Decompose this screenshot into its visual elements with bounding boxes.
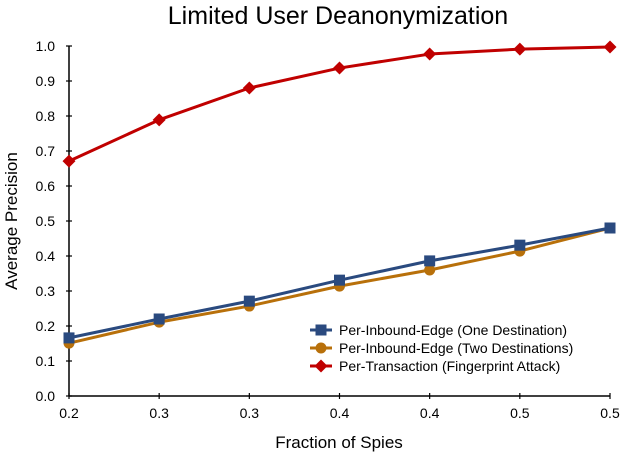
legend-label: Per-Inbound-Edge (Two Destinations) (339, 340, 573, 356)
legend: Per-Inbound-Edge (One Destination) Per-In… (310, 322, 573, 374)
y-tick-label: 0.2 (36, 318, 56, 334)
x-tick-label: 0.2 (59, 405, 79, 421)
y-axis-label: Average Precision (2, 152, 21, 290)
data-point (63, 332, 75, 344)
y-tick-label: 0.0 (36, 388, 56, 404)
data-point (424, 255, 436, 267)
data-point (603, 40, 617, 54)
legend-marker-circle (315, 342, 327, 354)
plot-area (62, 40, 617, 349)
legend-label: Per-Transaction (Fingerprint Attack) (339, 358, 560, 374)
chart-title: Limited User Deanonymization (168, 2, 508, 30)
data-point (242, 81, 256, 95)
data-point (513, 42, 527, 56)
y-tick-label: 0.9 (36, 73, 56, 89)
data-point (62, 154, 76, 168)
y-tick-label: 0.5 (36, 213, 56, 229)
y-tick-label: 0.1 (36, 353, 56, 369)
legend-marker-diamond (314, 359, 328, 373)
x-tick-label: 0.4 (330, 405, 350, 421)
series-square (63, 222, 616, 344)
data-point (604, 222, 616, 234)
x-tick-label: 0.3 (149, 405, 169, 421)
data-point (514, 239, 526, 251)
legend-marker-square (315, 324, 327, 336)
x-tick-label: 0.5 (600, 405, 620, 421)
series-diamond (62, 40, 617, 168)
y-tick-label: 0.6 (36, 178, 56, 194)
data-point (153, 313, 165, 325)
y-tick-label: 0.7 (36, 143, 56, 159)
x-axis-label: Fraction of Spies (275, 433, 403, 452)
y-tick-label: 1.0 (36, 38, 56, 54)
data-point (243, 295, 255, 307)
y-tick-label: 0.3 (36, 283, 56, 299)
data-point (152, 113, 166, 127)
axes: 0.0 0.1 0.2 0.3 0.4 0.5 0.6 0.7 0.8 0.9 1.0 0.2 0.3 0… (36, 38, 620, 421)
data-point (333, 61, 346, 75)
x-tick-label: 0.5 (510, 405, 530, 421)
data-point (334, 274, 345, 286)
data-point (424, 264, 436, 276)
data-point (423, 47, 437, 61)
y-tick-label: 0.4 (36, 248, 56, 264)
y-tick-label: 0.8 (36, 108, 56, 124)
x-tick-label: 0.4 (420, 405, 440, 421)
x-tick-label: 0.3 (240, 405, 260, 421)
legend-label: Per-Inbound-Edge (One Destination) (339, 322, 567, 338)
